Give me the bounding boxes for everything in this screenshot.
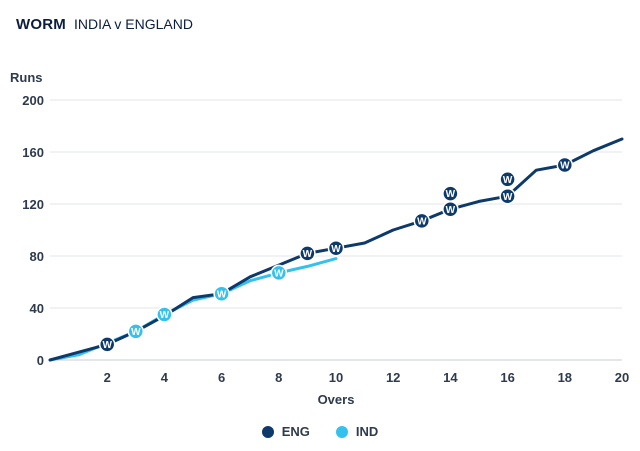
wicket-marker-label: W [217,289,227,300]
x-tick-label: 2 [104,370,111,385]
wicket-marker-label: W [274,269,284,280]
x-tick-label: 14 [443,370,458,385]
y-tick-label: 40 [30,301,44,316]
wicket-marker-label: W [503,192,513,203]
x-tick-label: 18 [558,370,572,385]
x-tick-label: 10 [329,370,343,385]
legend-item-eng[interactable]: ENG [261,424,310,439]
legend-marker-ind [335,425,348,438]
y-tick-label: 200 [22,93,44,108]
wicket-marker-label: W [446,205,456,216]
x-tick-label: 16 [500,370,514,385]
wicket-marker-eng [98,336,116,353]
legend-item-ind[interactable]: IND [335,424,379,439]
wicket-marker-ind [270,264,288,282]
x-tick-label: 12 [386,370,400,385]
wicket-marker-eng [499,171,516,188]
legend-label-eng: ENG [281,424,310,439]
wicket-marker-label: W [560,161,570,172]
wicket-marker-label: W [102,340,112,351]
wicket-marker-label: W [160,310,170,321]
y-tick-label: 80 [30,249,44,264]
wicket-marker-ind [213,285,230,302]
wicket-marker-eng [413,212,431,230]
x-axis-label: Overs [318,392,355,407]
wicket-marker-eng [442,185,459,202]
wicket-marker-label: W [503,175,513,186]
x-tick-label: 8 [275,370,282,385]
x-tick-label: 6 [218,370,225,385]
wicket-marker-ind [127,323,145,340]
wicket-marker-label: W [303,249,313,260]
wicket-marker-eng [327,239,345,257]
legend-label-ind: IND [355,424,379,439]
series-line-ind [48,257,338,362]
y-tick-label: 120 [22,197,44,212]
y-tick-label: 0 [37,353,44,368]
legend-marker-eng [261,425,274,438]
wicket-marker-label: W [417,217,427,228]
wicket-marker-label: W [131,327,141,338]
wicket-marker-label: W [331,244,341,255]
chart-subtitle: INDIA v ENGLAND [73,16,193,32]
wicket-marker-ind [156,306,173,323]
wicket-marker-eng [556,156,574,174]
wicket-marker-eng [299,245,316,262]
y-axis-label: Runs [10,70,43,85]
wicket-marker-eng [499,187,516,205]
x-tick-label: 20 [615,370,629,385]
y-tick-label: 160 [22,145,44,160]
x-tick-label: 4 [161,370,169,385]
chart-header: WORM INDIA v ENGLAND [16,16,193,33]
chart-title: WORM [16,16,66,33]
chart-legend: ENG IND [0,424,640,439]
worm-chart: 0 40 80 120 160 200 2 4 6 8 10 12 14 16 18 20 Runs Overs W… [10,70,629,407]
wicket-marker-label: W [446,189,456,200]
